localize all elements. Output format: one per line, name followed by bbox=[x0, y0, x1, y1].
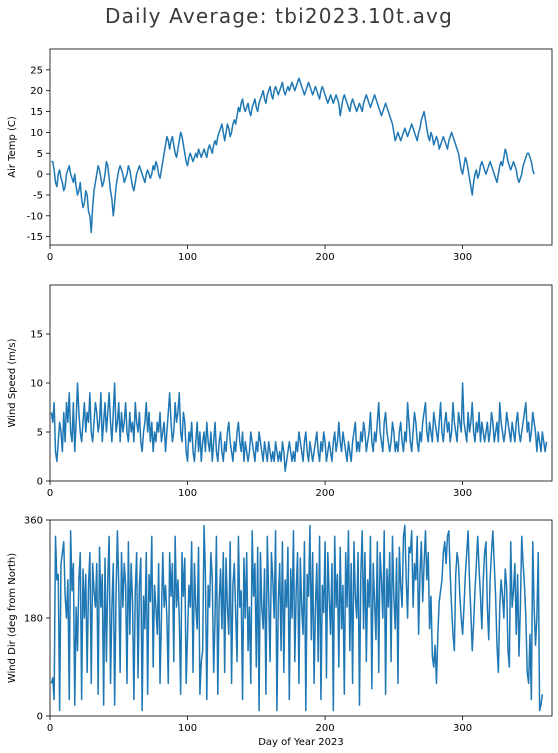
x-tick-label-2-1: 100 bbox=[178, 488, 197, 499]
x-tick-label-3-0: 0 bbox=[47, 723, 53, 734]
figure-title: Daily Average: tbi2023.10t.avg bbox=[105, 4, 453, 28]
x-tick-label-1-1: 100 bbox=[178, 252, 197, 263]
y-tick-label-1-2: -5 bbox=[33, 190, 43, 201]
x-tick-label-2-2: 200 bbox=[316, 488, 335, 499]
x-tick-label-1-3: 300 bbox=[453, 252, 472, 263]
y-tick-label-2-0: 0 bbox=[37, 477, 43, 488]
chart-panel-1: 0 100 200 300 -15 -10 -5 0 5 10 15 20 25 Air Temp (C) bbox=[7, 48, 553, 263]
series-line-1-1 bbox=[51, 77, 535, 234]
y-tick-label-3-0: 0 bbox=[37, 712, 43, 723]
y-tick-label-2-2: 10 bbox=[30, 379, 43, 390]
x-tick-label-2-0: 0 bbox=[47, 488, 53, 499]
x-tick-label-2-3: 300 bbox=[453, 488, 472, 499]
x-axis-label-3: Day of Year 2023 bbox=[258, 737, 344, 748]
y-tick-label-1-8: 25 bbox=[30, 65, 43, 76]
x-tick-label-1-2: 200 bbox=[316, 252, 335, 263]
y-axis-label-3: Wind Dir (deg from North) bbox=[7, 553, 18, 683]
x-tick-label-3-1: 100 bbox=[178, 723, 197, 734]
series-line-3-1 bbox=[50, 524, 544, 712]
y-tick-label-1-1: -10 bbox=[27, 211, 43, 222]
y-axis-label-1: Air Temp (C) bbox=[7, 116, 18, 178]
y-tick-label-1-5: 10 bbox=[30, 128, 43, 139]
y-tick-label-1-6: 15 bbox=[30, 107, 43, 118]
y-tick-label-2-3: 15 bbox=[30, 330, 43, 341]
y-tick-label-1-3: 0 bbox=[37, 170, 43, 181]
x-tick-label-3-2: 200 bbox=[316, 723, 335, 734]
y-tick-label-3-2: 360 bbox=[24, 516, 43, 527]
axes-frame-1 bbox=[49, 48, 553, 246]
y-tick-label-1-4: 5 bbox=[37, 149, 43, 160]
x-tick-label-1-0: 0 bbox=[47, 252, 53, 263]
series-line-2-1 bbox=[50, 382, 548, 472]
y-tick-label-1-0: -15 bbox=[27, 232, 43, 243]
y-tick-label-2-1: 5 bbox=[37, 428, 43, 439]
y-tick-label-3-1: 180 bbox=[24, 614, 43, 625]
y-tick-label-1-7: 20 bbox=[30, 86, 43, 97]
chart-panel-2: 0 100 200 300 0 5 10 15 Wind Speed (m/s) bbox=[7, 284, 553, 499]
y-axis-label-2: Wind Speed (m/s) bbox=[7, 338, 18, 427]
chart-panel-3: 0 100 200 300 0 180 360 Wind Dir (deg from Nort… bbox=[7, 516, 553, 748]
x-tick-label-3-3: 300 bbox=[453, 723, 472, 734]
